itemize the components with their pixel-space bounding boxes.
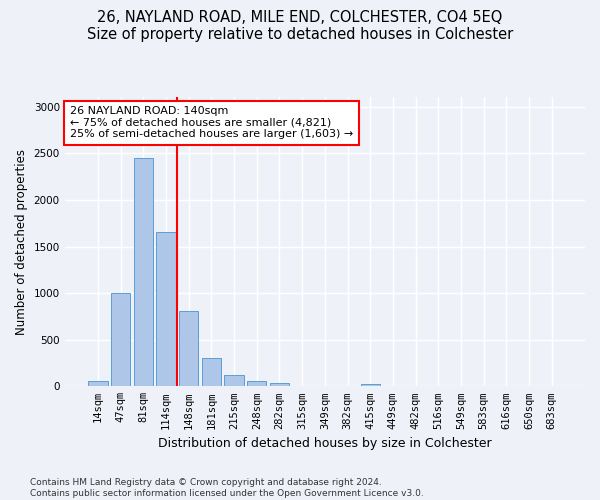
X-axis label: Distribution of detached houses by size in Colchester: Distribution of detached houses by size …	[158, 437, 491, 450]
Bar	[134, 158, 153, 386]
Text: 26, NAYLAND ROAD, MILE END, COLCHESTER, CO4 5EQ
Size of property relative to det: 26, NAYLAND ROAD, MILE END, COLCHESTER, …	[87, 10, 513, 42]
Text: 26 NAYLAND ROAD: 140sqm
← 75% of detached houses are smaller (4,821)
25% of semi: 26 NAYLAND ROAD: 140sqm ← 75% of detache…	[70, 106, 353, 140]
Bar	[270, 382, 289, 386]
Bar	[157, 232, 176, 386]
Bar	[88, 380, 107, 386]
Bar	[179, 311, 199, 386]
Bar	[247, 381, 266, 386]
Bar	[202, 358, 221, 386]
Bar	[361, 384, 380, 386]
Bar	[224, 375, 244, 386]
Y-axis label: Number of detached properties: Number of detached properties	[15, 149, 28, 335]
Bar	[111, 293, 130, 386]
Text: Contains HM Land Registry data © Crown copyright and database right 2024.
Contai: Contains HM Land Registry data © Crown c…	[30, 478, 424, 498]
